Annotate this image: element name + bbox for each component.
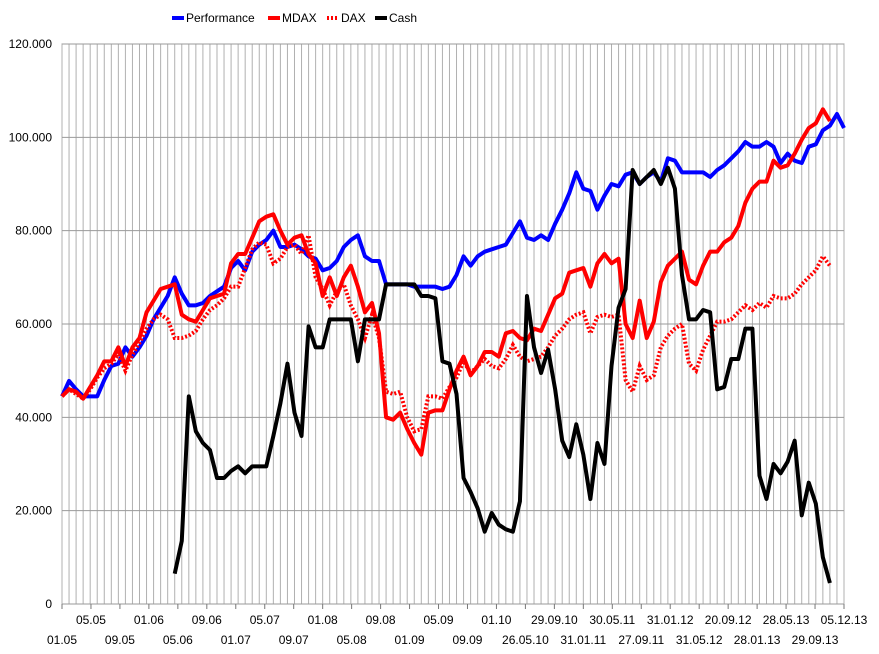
- x-tick-label: 09.09: [452, 633, 482, 647]
- y-tick-label: 40.000: [15, 410, 52, 424]
- series-line-mdax: [60, 107, 832, 457]
- x-tick-label: 05.08: [337, 633, 367, 647]
- series-line-performance: [60, 112, 846, 399]
- x-tick-label: 01.07: [221, 633, 251, 647]
- x-tick-label: 27.09.11: [618, 633, 664, 647]
- x-tick-label: 09.07: [279, 633, 309, 647]
- series-line-cash: [172, 165, 832, 584]
- x-tick-label: 28.05.13: [763, 613, 810, 627]
- x-tick-label: 01.09: [395, 633, 425, 647]
- series-lines: [60, 107, 846, 584]
- legend-label-mdax: MDAX: [282, 11, 317, 25]
- x-tick-label: 31.01.12: [647, 613, 694, 627]
- y-tick-label: 60.000: [15, 317, 52, 331]
- x-tick-label: 05.05: [76, 613, 106, 627]
- y-tick-label: 120.000: [9, 37, 53, 51]
- x-tick-label: 30.05.11: [589, 613, 635, 627]
- x-tick-label: 05.06: [163, 633, 193, 647]
- x-tick-label: 31.01.11: [560, 633, 606, 647]
- x-tick-label: 01.05: [47, 633, 77, 647]
- y-tick-label: 80.000: [15, 224, 52, 238]
- legend-label-performance: Performance: [186, 11, 255, 25]
- x-tick-label: 09.06: [192, 613, 222, 627]
- y-tick-label: 100.000: [9, 130, 53, 144]
- x-tick-label: 31.05.12: [676, 633, 723, 647]
- x-tick-label: 28.01.13: [734, 633, 781, 647]
- x-tick-label: 26.05.10: [502, 633, 549, 647]
- x-tick-label: 29.09.10: [531, 613, 578, 627]
- legend-label-dax: DAX: [341, 11, 366, 25]
- x-tick-label: 20.09.12: [705, 613, 752, 627]
- x-tick-label: 05.07: [250, 613, 280, 627]
- y-axis: 0 20.000 40.000 60.000 80.000 100.000 120.000: [9, 37, 53, 611]
- x-tick-label: 05.09: [424, 613, 454, 627]
- x-tick-label: 01.10: [481, 613, 511, 627]
- grid: [61, 43, 845, 605]
- x-tick-label: 09.08: [366, 613, 396, 627]
- x-tick-label: 09.05: [105, 633, 135, 647]
- x-axis: 01.05 05.05 09.05 01.06 05.06 09.06 01.07 05.07…: [47, 604, 868, 647]
- legend: Performance MDAX DAX Cash: [172, 11, 417, 25]
- x-tick-label: 01.06: [134, 613, 164, 627]
- x-tick-label: 05.12.13: [821, 613, 868, 627]
- x-tick-label: 29.09.13: [792, 633, 839, 647]
- y-tick-label: 0: [45, 597, 52, 611]
- series-line-dax: [60, 227, 832, 434]
- legend-label-cash: Cash: [389, 11, 417, 25]
- y-tick-label: 20.000: [15, 504, 52, 518]
- x-tick-label: 01.08: [308, 613, 338, 627]
